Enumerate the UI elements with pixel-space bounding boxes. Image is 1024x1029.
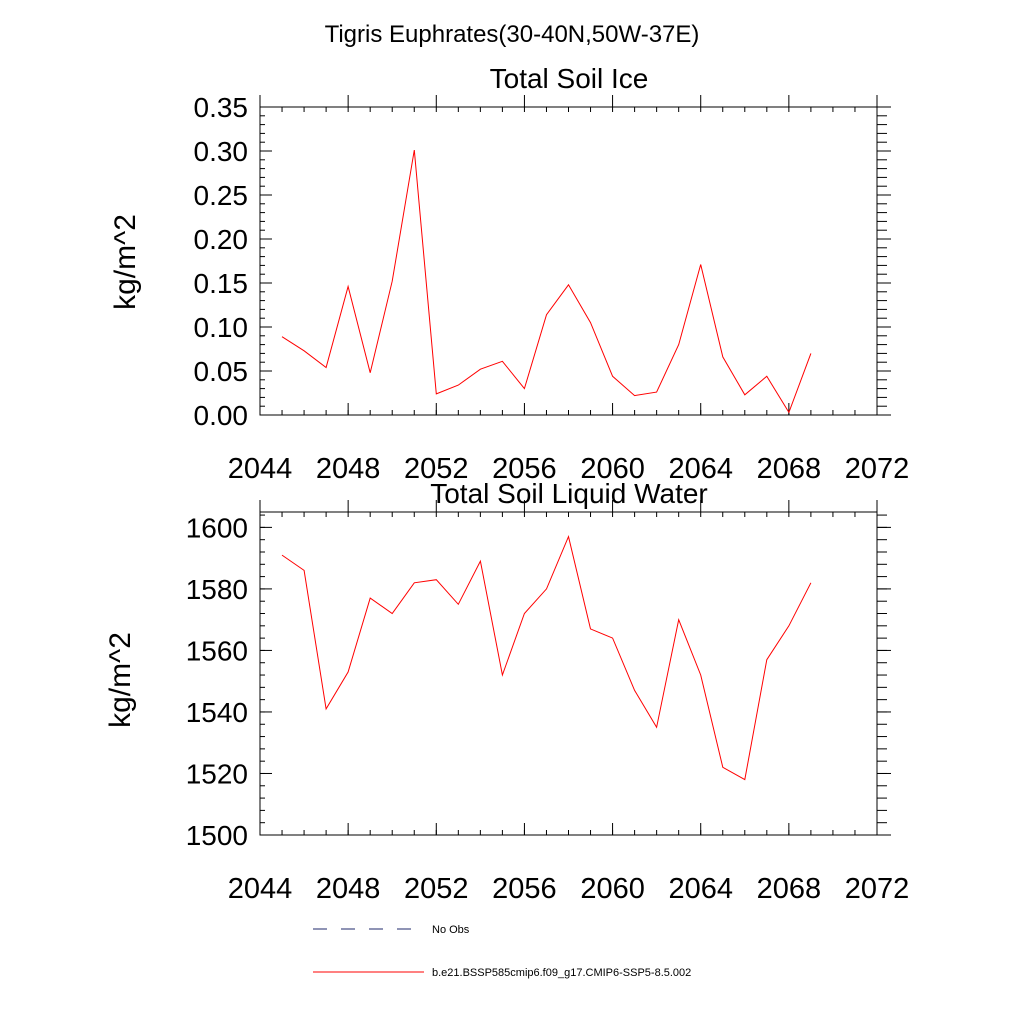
y-tick-label: 0.25 bbox=[194, 180, 249, 211]
x-tick-label: 2048 bbox=[316, 453, 381, 485]
y-tick-label: 1580 bbox=[186, 574, 248, 605]
y-tick-label: 0.30 bbox=[194, 136, 249, 167]
plot-frame bbox=[259, 511, 878, 836]
x-tick-label: 2056 bbox=[492, 453, 557, 485]
x-tick-label: 2068 bbox=[757, 453, 822, 485]
x-tick-label: 2044 bbox=[228, 453, 293, 485]
figure-suptitle: Tigris Euphrates(30-40N,50W-37E) bbox=[325, 21, 700, 48]
legend-label-model-run: b.e21.BSSP585cmip6.f09_g17.CMIP6-SSP5-8.… bbox=[432, 967, 691, 979]
x-tick-label: 2044 bbox=[228, 873, 293, 905]
plot-frame bbox=[259, 106, 878, 416]
y-tick-label: 0.35 bbox=[194, 92, 249, 123]
y-tick-label: 1540 bbox=[186, 697, 248, 728]
x-tick-label: 2052 bbox=[404, 453, 469, 485]
y-tick-label: 0.00 bbox=[194, 400, 249, 431]
x-tick-label: 2072 bbox=[845, 453, 910, 485]
y-tick-label: 1600 bbox=[186, 512, 248, 543]
x-tick-label: 2048 bbox=[316, 873, 381, 905]
x-tick-label: 2064 bbox=[668, 453, 733, 485]
y-tick-label: 0.15 bbox=[194, 268, 249, 299]
series-line bbox=[281, 534, 812, 781]
y-axis-label: kg/m^2 bbox=[104, 632, 137, 728]
x-tick-label: 2052 bbox=[404, 873, 469, 905]
x-tick-label: 2068 bbox=[757, 873, 822, 905]
panel-title: Total Soil Liquid Water bbox=[430, 478, 708, 509]
x-tick-label: 2060 bbox=[580, 453, 645, 485]
y-tick-label: 1500 bbox=[186, 820, 248, 851]
y-tick-label: 1520 bbox=[186, 758, 248, 789]
panel-title: Total Soil Ice bbox=[490, 63, 649, 94]
x-tick-label: 2060 bbox=[580, 873, 645, 905]
x-tick-label: 2064 bbox=[668, 873, 733, 905]
series-line bbox=[281, 150, 812, 414]
y-tick-label: 1560 bbox=[186, 635, 248, 666]
x-tick-label: 2072 bbox=[845, 873, 910, 905]
y-tick-label: 0.10 bbox=[194, 312, 249, 343]
legend: No Obs b.e21.BSSP585cmip6.f09_g17.CMIP6-… bbox=[313, 924, 691, 979]
panel-total-soil-liquid-water: Total Soil Liquid Water kg/m^2 2044 2048 2… bbox=[104, 478, 909, 905]
y-axis-label: kg/m^2 bbox=[109, 214, 142, 310]
y-tick-label: 0.05 bbox=[194, 356, 249, 387]
y-tick-label: 0.20 bbox=[194, 224, 249, 255]
x-tick-label: 2056 bbox=[492, 873, 557, 905]
panel-total-soil-ice: Total Soil Ice kg/m^2 2044 2048 2052 2056 20… bbox=[109, 63, 909, 485]
legend-label-no-obs: No Obs bbox=[432, 924, 470, 936]
